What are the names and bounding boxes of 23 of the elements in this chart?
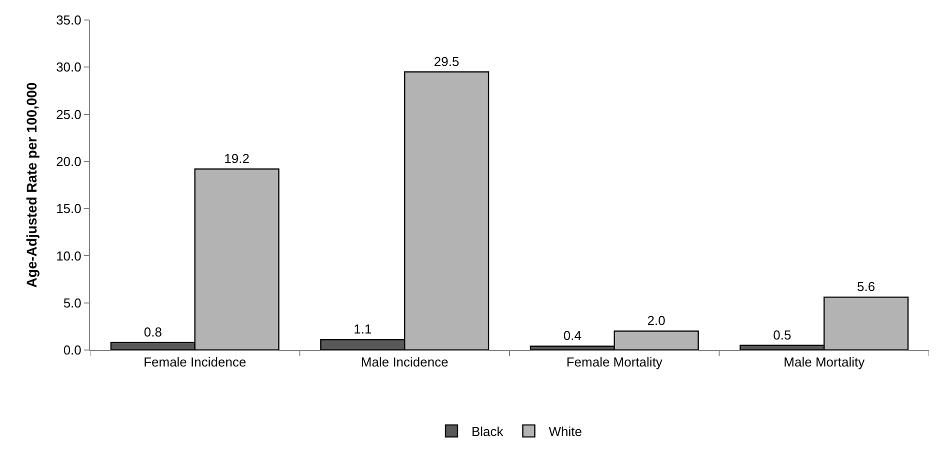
x-tick-label: Male Incidence [360, 354, 448, 370]
y-tick-label: 20.0 [56, 154, 82, 169]
legend-label: Black [472, 424, 504, 440]
data-label: 0.4 [563, 328, 582, 344]
legend-label: White [548, 424, 582, 440]
data-label: 0.8 [144, 324, 162, 340]
y-tick-label: 5.0 [63, 295, 82, 310]
y-tick-label: 30.0 [56, 60, 82, 75]
y-axis-title: Age-Adjusted Rate per 100,000 [24, 82, 40, 288]
data-label: 19.2 [224, 150, 250, 166]
data-label: 1.1 [354, 322, 372, 337]
x-tick-label: Female Mortality [566, 354, 663, 370]
data-label: 29.5 [434, 54, 460, 69]
x-tick-label: Male Mortality [784, 354, 866, 370]
y-tick-label: 0.0 [63, 342, 82, 358]
data-label: 2.0 [647, 313, 666, 328]
y-tick-label: 15.0 [56, 201, 82, 216]
y-tick-label: 35.0 [56, 12, 82, 28]
data-label: 5.6 [857, 279, 876, 294]
y-tick-label: 10.0 [56, 248, 82, 264]
x-tick-label: Female Incidence [144, 354, 246, 370]
data-label: 0.5 [773, 327, 792, 342]
y-tick-label: 25.0 [56, 106, 82, 122]
